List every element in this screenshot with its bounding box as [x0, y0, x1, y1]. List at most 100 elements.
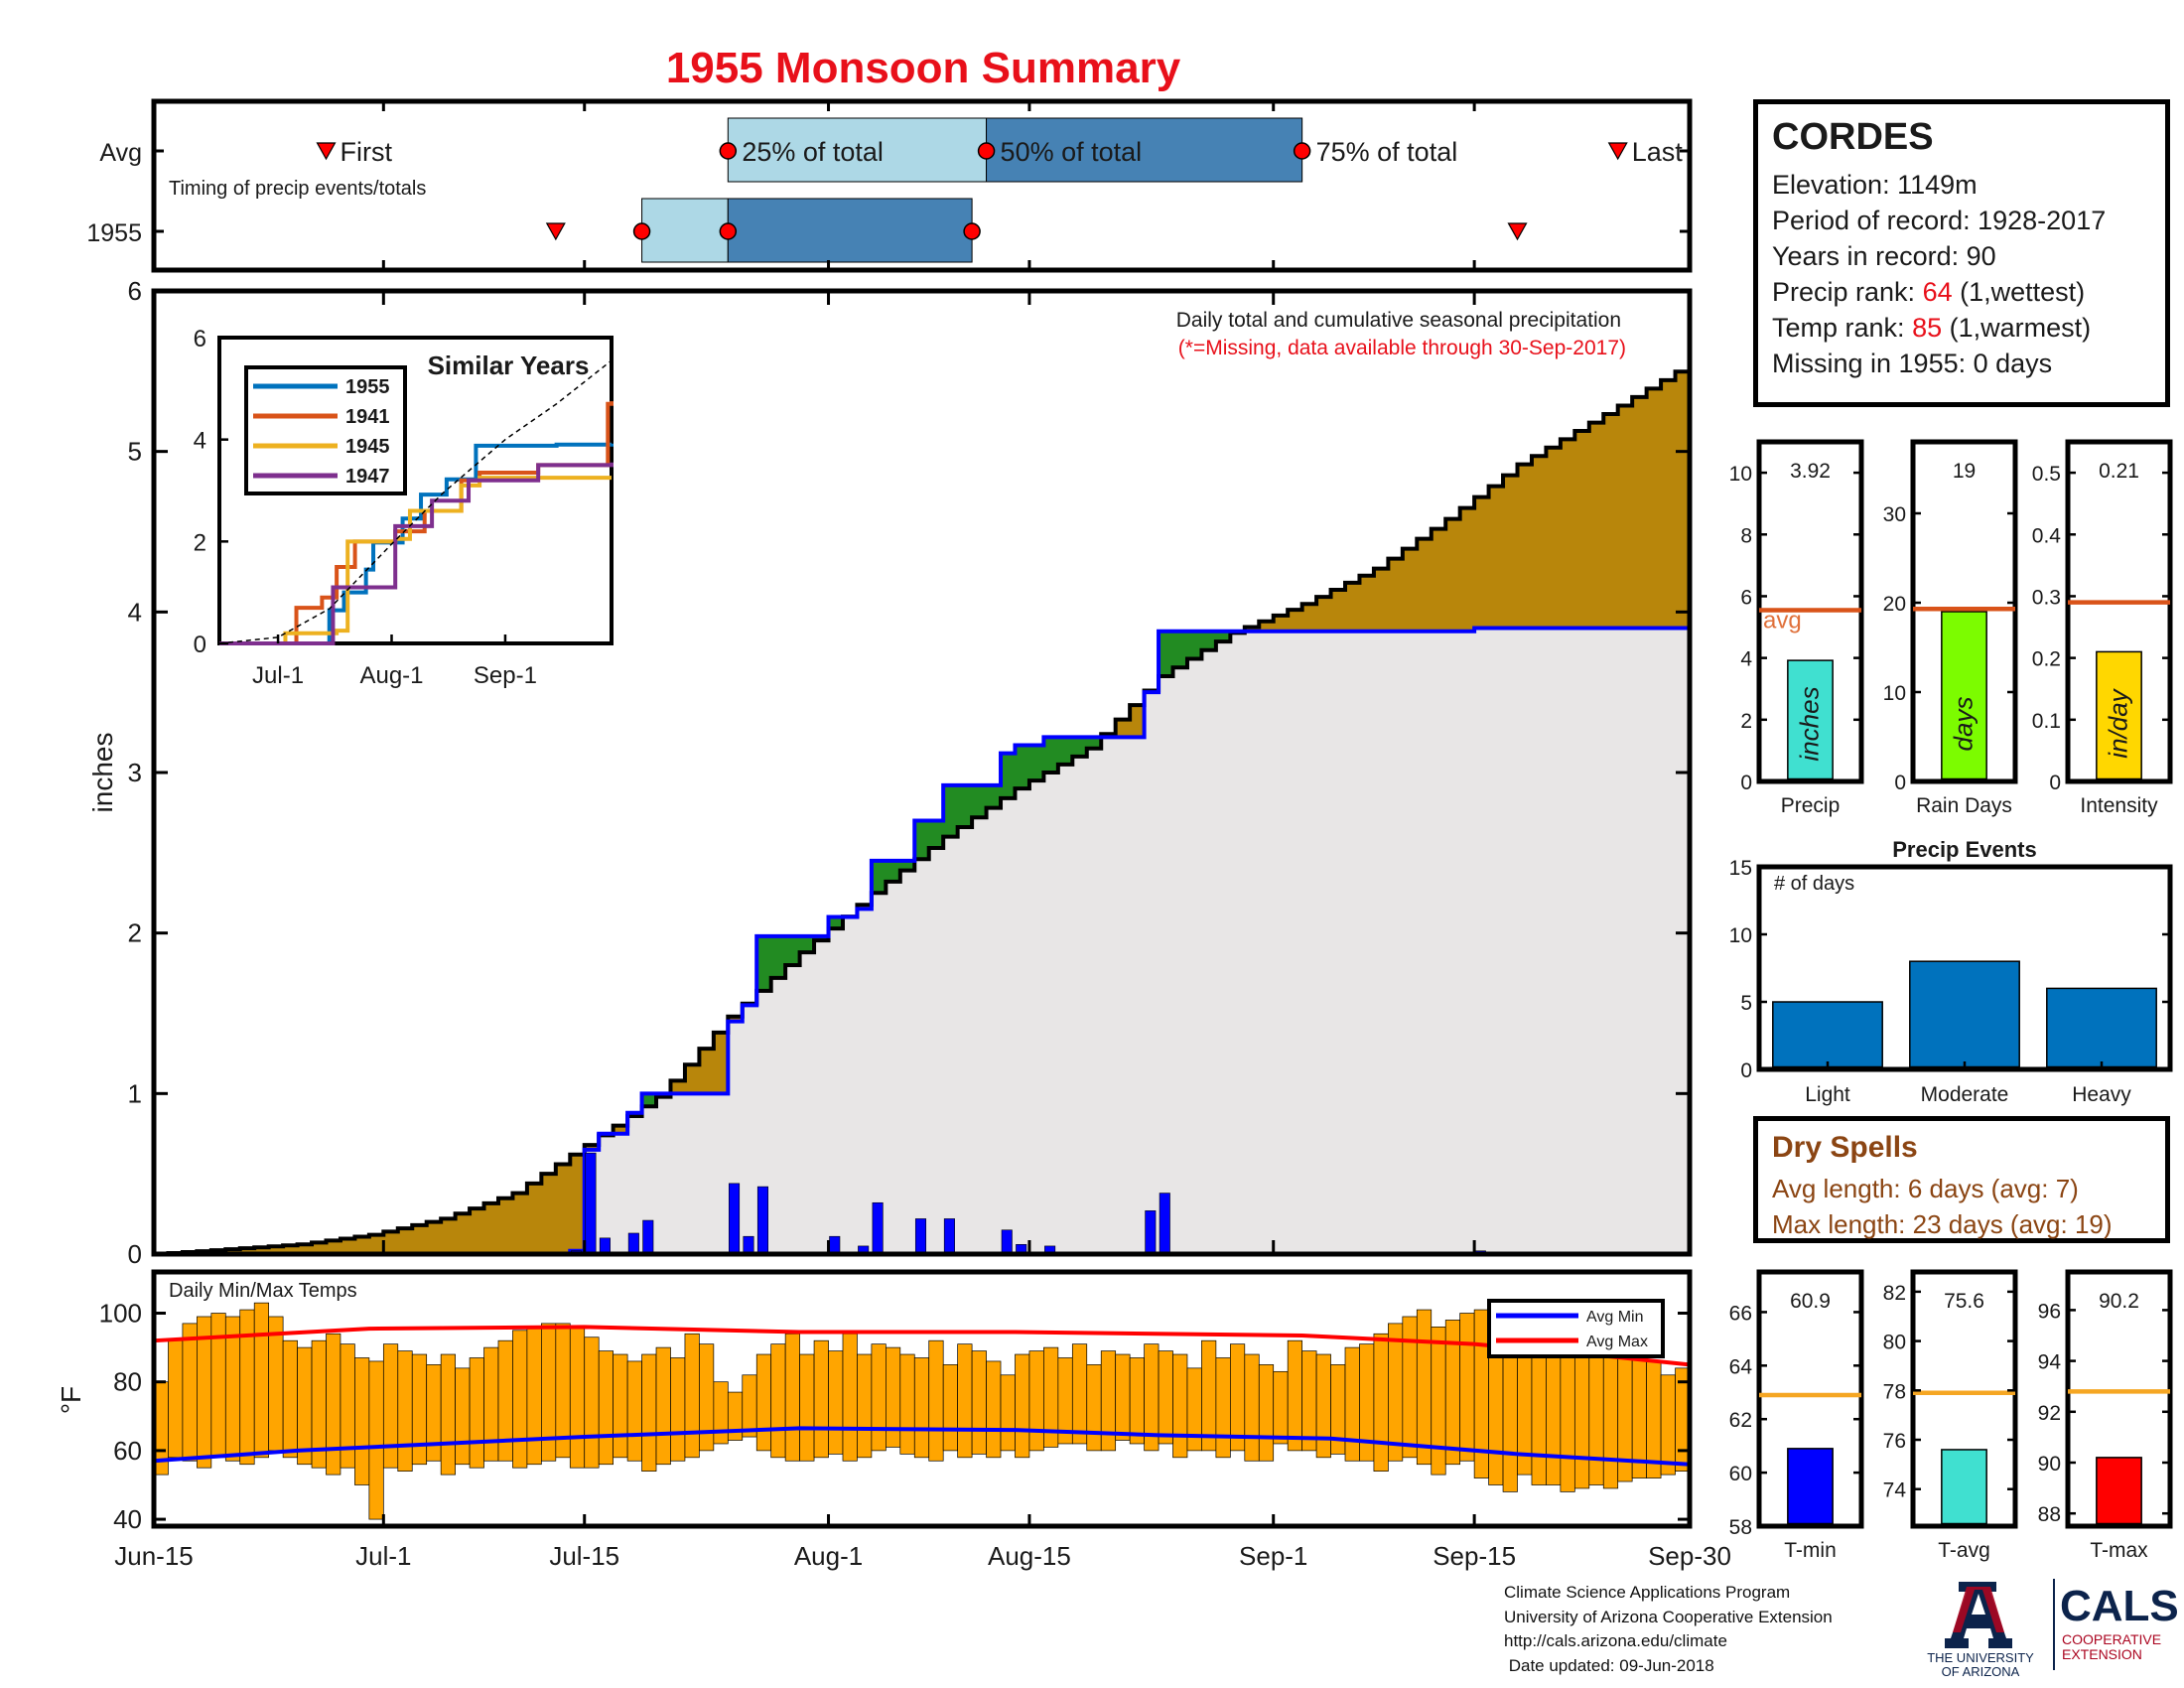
temp-rank-value: 85	[1912, 313, 1943, 343]
temp-range-bar	[1617, 1333, 1633, 1482]
daily-precip-bar	[1474, 1250, 1486, 1255]
temp-range-bar	[670, 1357, 686, 1462]
temp-range-bar	[1258, 1364, 1275, 1462]
temp-range-bar	[1301, 1350, 1317, 1452]
temp-range-bar	[1344, 1346, 1360, 1462]
precip-rank: Precip rank: 64 (1,wettest)	[1772, 274, 2151, 310]
temps-xtick-label: Aug-15	[988, 1541, 1071, 1571]
temp-range-bar	[1215, 1357, 1231, 1459]
temp-range-bar	[239, 1309, 255, 1466]
timing-1955-first-marker	[545, 222, 566, 241]
dry-spells-box: Dry Spells Avg length: 6 days (avg: 7) M…	[1753, 1116, 2170, 1243]
similar-years-line-1947	[219, 462, 614, 645]
t_avg-frame	[1910, 1269, 2018, 1529]
temp-range-bar	[871, 1343, 887, 1452]
temp-range-bar	[584, 1336, 600, 1469]
precip-title: Daily total and cumulative seasonal prec…	[1176, 309, 1621, 332]
timing-avg-marker-75	[1293, 142, 1311, 160]
temp-range-bar	[1646, 1360, 1662, 1478]
temp-range-bar	[857, 1353, 873, 1459]
precip-ytick-label: 1	[128, 1078, 142, 1108]
temp-range-bar	[1373, 1333, 1389, 1472]
t_avg-value-text: 75.6	[1944, 1290, 1984, 1313]
avg-cumulative-line	[154, 362, 1692, 1256]
temp-range-bar	[1129, 1357, 1145, 1445]
footer-line-updated: Date updated: 09-Jun-2018	[1504, 1655, 1714, 1675]
t_max-value-text: 90.2	[2099, 1290, 2139, 1313]
similar-years-line-1941	[219, 401, 614, 645]
temp-range-bar	[886, 1346, 901, 1448]
intensity-ytick-label: 0.1	[2032, 710, 2061, 733]
precip-events-title: Precip Events	[1892, 837, 2037, 862]
temp-range-bar	[1100, 1350, 1117, 1452]
t_min-value-text: 60.9	[1790, 1290, 1831, 1313]
temp-range-bar	[913, 1357, 930, 1459]
precip-rank-value: 64	[1922, 277, 1953, 307]
timing-label-50: 50% of total	[1001, 137, 1143, 167]
temp-range-bar	[1502, 1309, 1518, 1492]
temp-range-bar	[942, 1364, 958, 1452]
station-info-box: CORDES Elevation: 1149m Period of record…	[1753, 99, 2170, 407]
t_max-ytick-label: 94	[2038, 1351, 2062, 1374]
daily-precip-bar	[1016, 1244, 1027, 1255]
temp-range-bar	[397, 1350, 413, 1472]
similar-ytick-label: 4	[194, 428, 206, 455]
daily-precip-bar	[585, 1152, 597, 1255]
daily-precip-bar	[756, 1186, 768, 1255]
precip-events-frame	[1756, 864, 2173, 1072]
rain_days-ytick-label: 20	[1883, 593, 1906, 616]
timing-label-last: Last	[1632, 137, 1684, 167]
temp-range-bar	[469, 1357, 484, 1469]
daily-precip-bar	[729, 1183, 741, 1255]
temp-range-bar	[1531, 1330, 1547, 1485]
timing-avg-marker-50	[977, 142, 996, 160]
temps-title: Daily Min/Max Temps	[169, 1280, 357, 1302]
temp-range-bar	[1115, 1353, 1131, 1441]
precip_total-bar-label: inches	[1795, 686, 1825, 761]
temp-range-bar	[1517, 1316, 1533, 1476]
precip_total-ytick-label: 6	[1740, 586, 1752, 609]
temp-range-bar	[1473, 1309, 1489, 1478]
precip-plot-frame	[151, 288, 1693, 1257]
temp-range-bar	[426, 1364, 442, 1462]
precip_total-value-text: 3.92	[1790, 460, 1831, 483]
station-name: CORDES	[1772, 116, 1934, 158]
precip_total-xlabel: Precip	[1781, 794, 1841, 817]
year-cumulative-fill	[154, 625, 1690, 1254]
common-area-fill	[154, 625, 1690, 1254]
temp-range-bar	[957, 1343, 973, 1459]
precip-events-ytick-label: 5	[1740, 992, 1752, 1015]
precip-events-bar-moderate	[1909, 960, 2020, 1068]
daily-precip-bar	[1044, 1245, 1056, 1255]
avg-cumulative-fill	[154, 362, 1690, 1254]
temps-xtick-label: Sep-15	[1433, 1541, 1516, 1571]
similar-legend-label-1947: 1947	[345, 466, 390, 488]
temp-range-bar	[326, 1333, 341, 1476]
precip-rank-note: (1,wettest)	[1952, 277, 2086, 307]
temp-range-bar	[1000, 1374, 1016, 1452]
daily-precip-bar	[1001, 1229, 1013, 1255]
ua-text-line1: THE UNIVERSITY	[1927, 1650, 2034, 1665]
timing-1955-marker-25	[719, 222, 738, 240]
timing-label-25: 25% of total	[742, 137, 884, 167]
temp-range-bar	[1675, 1367, 1691, 1472]
temps-ytick-label: 40	[113, 1504, 142, 1534]
daily-precip-bar	[829, 1235, 841, 1255]
temp-range-bar	[168, 1339, 184, 1459]
t_min-ytick-label: 64	[1729, 1355, 1753, 1378]
temp-range-bar	[770, 1343, 786, 1459]
daily-precip-bar	[627, 1232, 639, 1255]
timing-avg-first-marker	[316, 142, 337, 161]
temp-range-bar	[1631, 1327, 1647, 1478]
precip_total-ytick-label: 4	[1740, 648, 1752, 671]
temp-range-bar	[268, 1316, 284, 1452]
t_min-frame	[1756, 1269, 1864, 1529]
temp-range-bar	[1015, 1353, 1030, 1459]
temp-range-bar	[1158, 1350, 1173, 1445]
similar-years-line-1955	[219, 442, 614, 645]
temp-range-bar	[1573, 1327, 1590, 1489]
temp-range-bar	[1459, 1313, 1475, 1462]
intensity-value-text: 0.21	[2099, 460, 2139, 483]
temp-range-bar	[742, 1374, 757, 1438]
